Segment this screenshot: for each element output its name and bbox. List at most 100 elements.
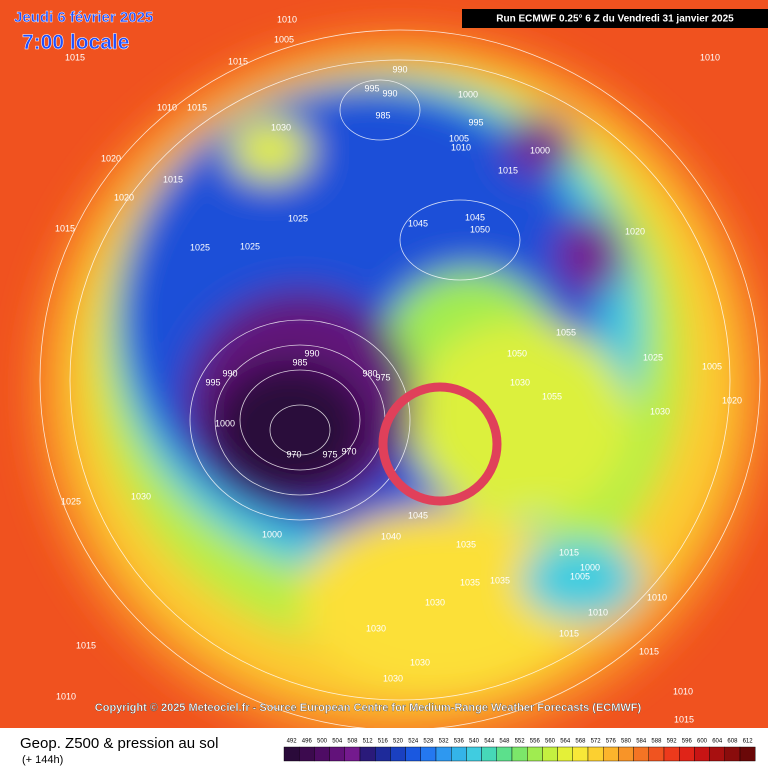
colorbar-swatch bbox=[709, 746, 725, 762]
isobar-label: 995 bbox=[364, 83, 379, 93]
isobar-label: 1015 bbox=[498, 165, 518, 175]
colorbar-swatch bbox=[648, 746, 665, 762]
colorbar-swatch bbox=[466, 746, 482, 762]
colorbar-swatch bbox=[527, 746, 543, 762]
isobar-label: 1010 bbox=[673, 686, 693, 696]
isobar-label: 1040 bbox=[381, 531, 401, 541]
isobar-label: 1030 bbox=[410, 657, 430, 667]
isobar-label: 990 bbox=[382, 88, 397, 98]
isobar-label: 990 bbox=[304, 348, 319, 358]
isobar-label: 985 bbox=[375, 110, 390, 120]
footer-lead: (+ 144h) bbox=[22, 754, 63, 766]
colorbar-swatch bbox=[663, 746, 680, 762]
colorbar-swatch bbox=[739, 746, 756, 762]
isobar-label: 1025 bbox=[190, 242, 210, 252]
run-box bbox=[462, 9, 768, 28]
colorbar-label: 532 bbox=[439, 739, 450, 745]
isobar-label: 1055 bbox=[556, 327, 576, 337]
isobar-label: 1015 bbox=[639, 646, 659, 656]
isobar-label: 1015 bbox=[65, 52, 85, 62]
isobar-label: 1015 bbox=[559, 547, 579, 557]
isobar-label: 1050 bbox=[470, 224, 490, 234]
colorbar-swatch bbox=[283, 746, 300, 762]
isobar-label: 1000 bbox=[530, 145, 550, 155]
isobar-label: 975 bbox=[375, 372, 390, 382]
isobar-label: 1030 bbox=[650, 406, 670, 416]
colorbar-label: 528 bbox=[423, 739, 434, 745]
isobar-label: 975 bbox=[322, 449, 337, 459]
run-info: Run ECMWF 0.25° 6 Z du Vendredi 31 janvi… bbox=[496, 14, 734, 25]
copyright: Copyright © 2025 Meteociel.fr - Source E… bbox=[95, 702, 642, 714]
colorbar-swatch bbox=[557, 746, 573, 762]
colorbar-label: 580 bbox=[621, 739, 632, 745]
colorbar-label: 604 bbox=[712, 739, 723, 745]
colorbar-label: 556 bbox=[530, 739, 541, 745]
isobar-label: 1015 bbox=[163, 174, 183, 184]
isobar-label: 1045 bbox=[408, 218, 428, 228]
colorbar-swatch bbox=[344, 746, 361, 762]
isobar-label: 1005 bbox=[274, 34, 294, 44]
isobar-label: 1000 bbox=[215, 418, 235, 428]
isobar-label: 1010 bbox=[451, 142, 471, 152]
isobar-label: 1000 bbox=[580, 562, 600, 572]
isobar-label: 1015 bbox=[55, 223, 75, 233]
isobar-label: 1035 bbox=[490, 575, 510, 585]
colorbar-label: 548 bbox=[499, 739, 510, 745]
colorbar-swatch bbox=[618, 746, 634, 762]
colorbar-label: 588 bbox=[651, 739, 662, 745]
colorbar-swatch bbox=[451, 746, 467, 762]
highlight-circle bbox=[378, 382, 502, 506]
colorbar-label: 540 bbox=[469, 739, 480, 745]
isobar-label: 1030 bbox=[425, 597, 445, 607]
colorbar-label: 592 bbox=[667, 739, 678, 745]
colorbar-label: 512 bbox=[363, 739, 374, 745]
isobar-label: 1020 bbox=[722, 395, 742, 405]
colorbar-swatch bbox=[299, 746, 315, 762]
isobar-label: 1015 bbox=[674, 714, 694, 724]
colorbar-swatch bbox=[435, 746, 452, 762]
isobar-label: 1015 bbox=[228, 56, 248, 66]
isobar-label: 1015 bbox=[76, 640, 96, 650]
isobar-label: 1025 bbox=[61, 496, 81, 506]
footer-title: Geop. Z500 & pression au sol bbox=[20, 735, 218, 752]
colorbar-label: 552 bbox=[515, 739, 526, 745]
isobar-label: 1000 bbox=[262, 529, 282, 539]
isobar-label: 1000 bbox=[458, 89, 478, 99]
colorbar-label: 564 bbox=[560, 739, 571, 745]
colorbar-label: 520 bbox=[393, 739, 404, 745]
isobar-label: 970 bbox=[341, 446, 356, 456]
isobar-label: 1035 bbox=[460, 577, 480, 587]
isobar-label: 1020 bbox=[114, 192, 134, 202]
colorbar-swatch bbox=[329, 746, 346, 762]
colorbar-swatch bbox=[679, 746, 695, 762]
isobar-label: 990 bbox=[392, 64, 407, 74]
forecast-time: 7:00 locale bbox=[22, 31, 129, 54]
colorbar-label: 508 bbox=[347, 739, 358, 745]
colorbar-label: 496 bbox=[302, 739, 313, 745]
colorbar-swatch bbox=[390, 746, 406, 762]
isobar-label: 1005 bbox=[702, 361, 722, 371]
isobar-label: 1025 bbox=[240, 241, 260, 251]
isobar-label: 1020 bbox=[101, 153, 121, 163]
colorbar-label: 492 bbox=[287, 739, 298, 745]
colorbar-swatch bbox=[542, 746, 558, 762]
isobar-label: 1050 bbox=[507, 348, 527, 358]
colorbar-swatch bbox=[511, 746, 528, 762]
colorbar-label: 500 bbox=[317, 739, 328, 745]
colorbar-label: 568 bbox=[575, 739, 586, 745]
colorbar-label: 516 bbox=[378, 739, 389, 745]
isobar-label: 980 bbox=[362, 368, 377, 378]
colorbar-label: 612 bbox=[743, 739, 754, 745]
isobar-label: 1005 bbox=[570, 571, 590, 581]
isobar-label: 1005 bbox=[449, 133, 469, 143]
isobar-label: 1015 bbox=[187, 102, 207, 112]
isobar-label: 1030 bbox=[271, 122, 291, 132]
colorbar-label: 600 bbox=[697, 739, 708, 745]
colorbar-swatch bbox=[633, 746, 649, 762]
isobar-label: 1055 bbox=[542, 391, 562, 401]
colorbar-label: 572 bbox=[591, 739, 602, 745]
colorbar-swatch bbox=[375, 746, 391, 762]
isobar-label: 1025 bbox=[288, 213, 308, 223]
